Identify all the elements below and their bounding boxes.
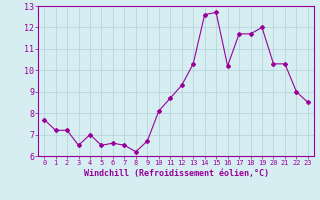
X-axis label: Windchill (Refroidissement éolien,°C): Windchill (Refroidissement éolien,°C) [84, 169, 268, 178]
